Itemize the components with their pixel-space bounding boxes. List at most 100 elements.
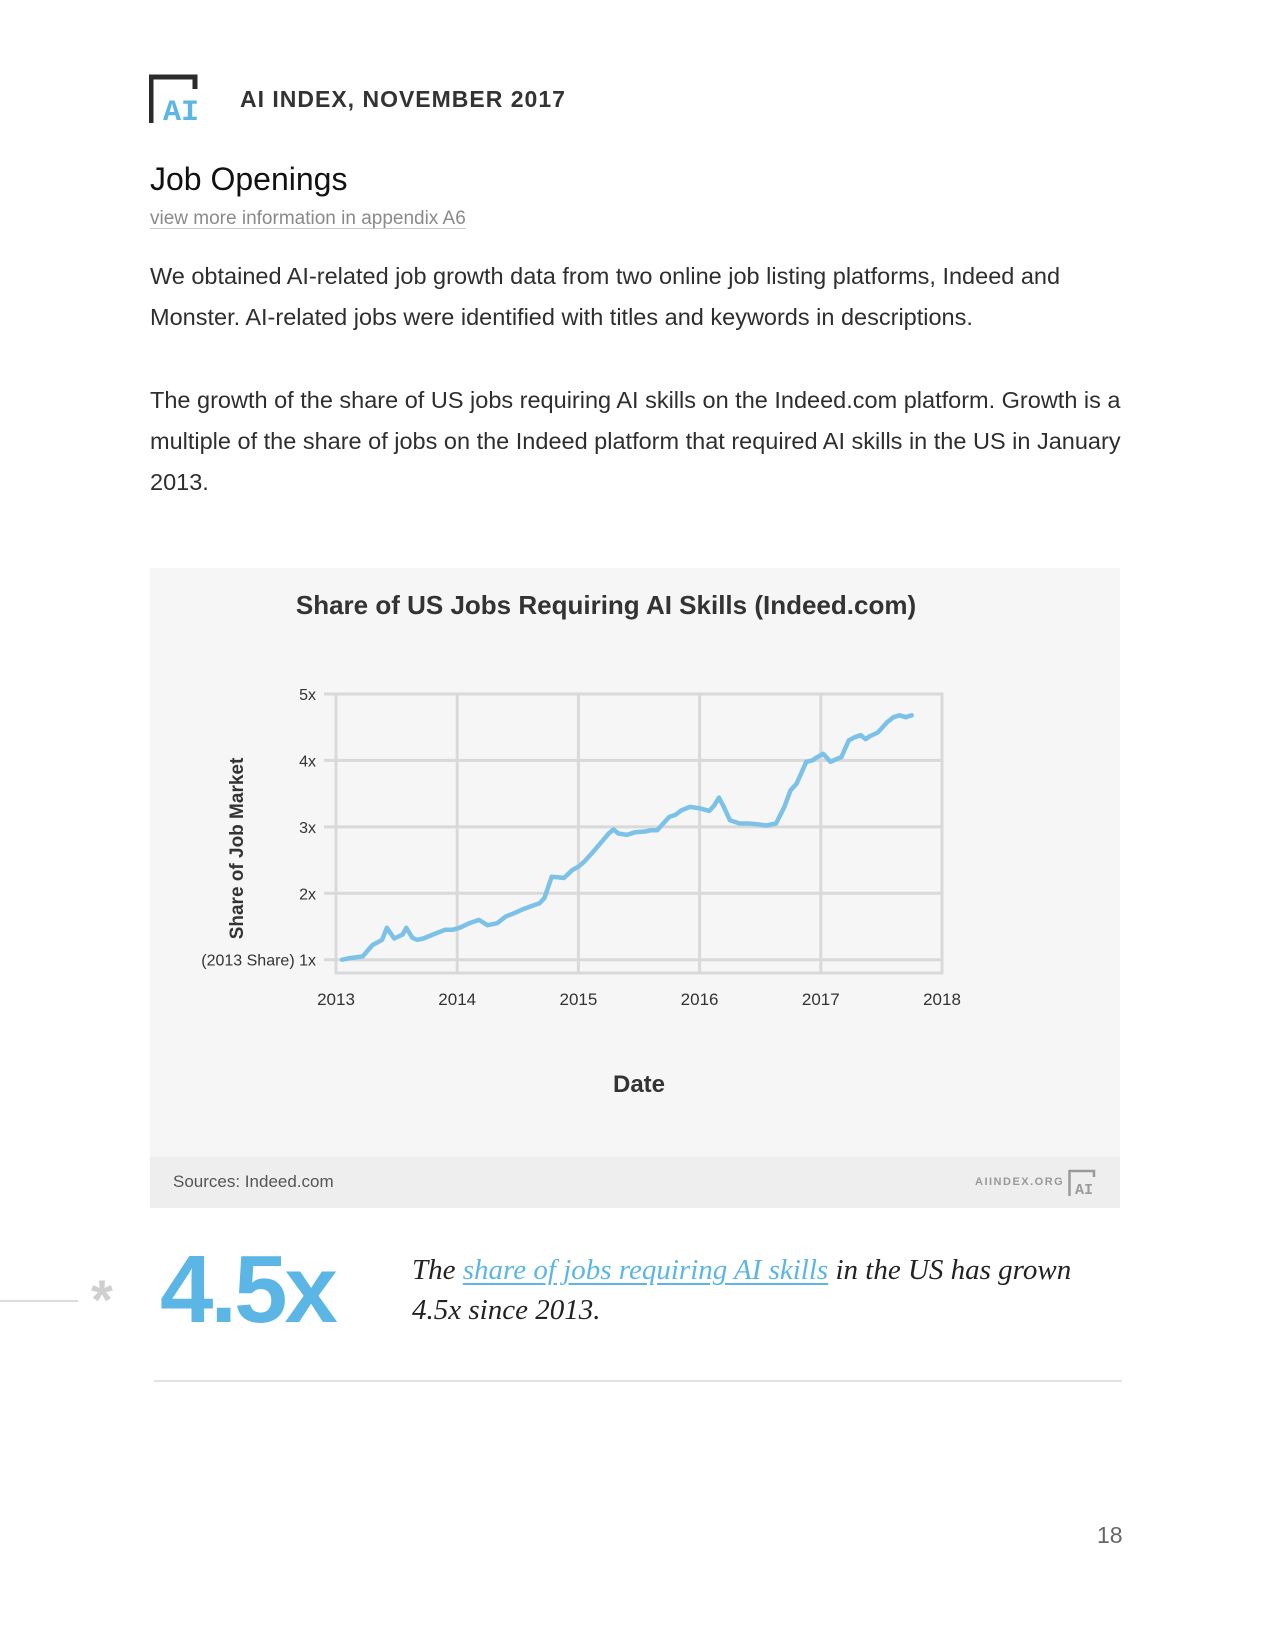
data-point [821, 752, 825, 756]
data-point [458, 926, 462, 930]
section-title: Job Openings [150, 161, 348, 197]
series-line [339, 713, 914, 962]
page-number: 18 [1097, 1522, 1123, 1548]
data-point [404, 926, 408, 930]
callout-bottom-rule [154, 1380, 1122, 1382]
data-point [839, 755, 844, 759]
data-point [707, 809, 711, 813]
appendix-link[interactable]: view more information in appendix A6 [150, 208, 466, 229]
data-point [415, 938, 419, 942]
data-point [774, 821, 778, 826]
data-point [667, 815, 671, 819]
data-point [611, 827, 616, 832]
data-point [380, 938, 384, 942]
data-point [512, 911, 516, 915]
y-tick-label: 5x [299, 687, 316, 704]
data-point [346, 956, 350, 960]
x-tick-label: 2017 [802, 990, 840, 1009]
chart-title: Share of US Jobs Requiring AI Skills (In… [296, 590, 916, 620]
data-point [834, 757, 839, 761]
data-point [550, 875, 554, 879]
data-point [904, 715, 908, 719]
data-point [717, 796, 721, 800]
data-point [591, 850, 595, 854]
y-tick-label: 3x [299, 820, 316, 837]
data-point [853, 735, 857, 739]
data-point [661, 821, 665, 826]
data-point [712, 804, 716, 808]
data-point [528, 904, 532, 909]
x-tick-label: 2014 [438, 990, 476, 1009]
data-point [504, 914, 508, 919]
intro-paragraph: We obtained AI-related job growth data f… [150, 263, 1061, 330]
data-point [864, 737, 868, 741]
data-point [340, 958, 344, 962]
x-tick-label: 2016 [681, 990, 719, 1009]
chart-description-paragraph: The growth of the share of US jobs requi… [150, 387, 1121, 495]
data-point [688, 805, 692, 809]
data-point [392, 936, 396, 941]
data-point [401, 932, 405, 937]
data-point [410, 936, 414, 940]
y-tick-label: 4x [299, 753, 316, 770]
data-point [782, 805, 787, 809]
data-point [788, 788, 793, 792]
y-tick-label: (2013 Share) 1x [201, 953, 316, 970]
data-point [625, 833, 629, 837]
data-point [370, 943, 374, 947]
ai-index-logo-icon: AI [149, 74, 199, 125]
data-point [562, 876, 566, 880]
ai-index-small-logo-icon: AI [1068, 1169, 1096, 1197]
data-point [649, 828, 653, 832]
data-point [764, 823, 768, 828]
data-point [477, 918, 481, 922]
chart-card [150, 568, 1120, 1208]
data-point [847, 738, 851, 743]
chart-card-footer [150, 1157, 1120, 1208]
data-point [495, 921, 499, 925]
data-point [737, 821, 742, 826]
data-point [673, 813, 677, 817]
data-point [876, 730, 880, 735]
aiindex-org-label: AIINDEX.ORG [975, 1176, 1065, 1188]
data-point [598, 841, 602, 846]
callout-text-before: The [412, 1254, 463, 1286]
data-point [485, 923, 490, 927]
data-point [722, 805, 726, 809]
data-point [538, 901, 542, 905]
data-point [467, 921, 471, 925]
data-point [828, 760, 833, 764]
data-point [698, 806, 702, 810]
svg-text:AI: AI [1075, 1182, 1093, 1197]
data-point [556, 875, 560, 879]
y-axis-label: Share of Job Market [227, 757, 248, 939]
asterisk-icon: * [91, 1268, 113, 1331]
data-point [576, 865, 580, 869]
data-point [867, 734, 871, 739]
data-point [633, 830, 637, 834]
data-point [643, 829, 647, 834]
data-point [542, 896, 547, 900]
data-point [431, 932, 435, 937]
data-point [910, 713, 914, 717]
x-tick-label: 2015 [559, 990, 597, 1009]
data-point [443, 928, 447, 932]
svg-text:AI: AI [163, 96, 199, 125]
data-point [679, 808, 684, 812]
data-point [754, 822, 759, 826]
data-point [746, 821, 750, 826]
data-point [897, 713, 902, 717]
data-point [616, 831, 620, 836]
data-point [728, 818, 732, 822]
data-point [607, 831, 611, 836]
data-point [794, 782, 799, 786]
callout-text-after: in the US has grown 4.5x since 2013. [412, 1254, 1072, 1326]
callout-text: The share of jobs requiring AI skills in… [412, 1250, 1072, 1330]
data-point [421, 936, 425, 941]
data-point [810, 758, 814, 763]
x-tick-label: 2013 [317, 990, 355, 1009]
growth-stat: 4.5x [160, 1236, 338, 1343]
callout-link[interactable]: share of jobs requiring AI skills [462, 1254, 829, 1286]
data-point [815, 755, 819, 759]
x-tick-label: 2018 [923, 990, 961, 1009]
